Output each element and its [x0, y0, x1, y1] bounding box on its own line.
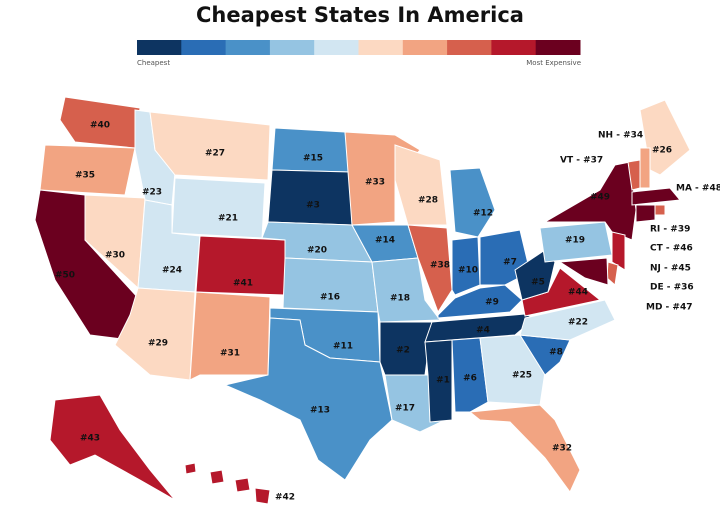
state-label: #18: [390, 294, 410, 304]
state-label: #30: [105, 251, 125, 261]
state-label: #49: [590, 193, 610, 203]
state-label: #28: [418, 196, 438, 206]
state: [451, 337, 489, 413]
state: [114, 287, 196, 381]
state-label: #33: [365, 178, 385, 188]
state-label: #44: [568, 288, 588, 298]
state-label: #9: [485, 298, 499, 308]
state-label: #43: [80, 434, 100, 444]
state-label: #15: [303, 154, 323, 164]
state-label: #6: [463, 374, 477, 384]
state-label: #26: [652, 146, 672, 156]
legend: [137, 40, 581, 55]
state-label: #41: [233, 279, 253, 289]
state: [558, 257, 609, 286]
state-label: #8: [549, 348, 563, 358]
state: [189, 291, 271, 381]
state: [654, 204, 666, 216]
legend-swatch: [181, 40, 227, 55]
state-label: #19: [565, 236, 585, 246]
state-label: #27: [205, 149, 225, 159]
state-label: #3: [306, 201, 320, 211]
state-label: CT - #46: [650, 244, 693, 254]
state-label: #7: [503, 258, 517, 268]
state-label: #1: [436, 376, 450, 386]
state-label: #42: [275, 493, 295, 503]
state-label: #4: [476, 326, 490, 336]
state: [437, 284, 523, 319]
states: [34, 96, 691, 505]
legend-swatch: [358, 40, 404, 55]
state-label: #29: [148, 339, 168, 349]
state-label: #10: [458, 266, 478, 276]
state-label: #22: [568, 318, 588, 328]
state-label: MD - #47: [646, 303, 693, 313]
legend-high-label: Most Expensive: [526, 59, 581, 67]
legend-low-label: Cheapest: [137, 59, 170, 67]
state-island: [254, 487, 271, 505]
state: [39, 144, 136, 196]
state-island: [209, 469, 225, 485]
state-island: [234, 477, 251, 493]
state: [631, 187, 681, 206]
state-label: #16: [320, 293, 340, 303]
state: [451, 236, 481, 296]
legend-swatch: [535, 40, 581, 55]
state-label: #14: [375, 236, 395, 246]
state-label: #31: [220, 349, 240, 359]
state-label: #17: [395, 404, 415, 414]
state: [635, 204, 656, 223]
state-label: RI - #39: [650, 225, 690, 235]
state-label: #40: [90, 121, 110, 131]
state-label: #24: [162, 266, 182, 276]
state: [519, 299, 616, 341]
state-label: #21: [218, 214, 238, 224]
state-label: DE - #36: [650, 283, 694, 293]
state-label: NJ - #45: [650, 264, 691, 274]
state: [282, 257, 379, 313]
state: [223, 317, 393, 481]
state-label: #12: [473, 209, 493, 219]
state-label: #38: [430, 261, 450, 271]
state-label: #35: [75, 171, 95, 181]
state-label: #2: [396, 346, 410, 356]
state: [184, 462, 197, 475]
state-label: VT - #37: [560, 156, 603, 166]
legend-swatch: [447, 40, 492, 55]
legend-swatch: [402, 40, 448, 55]
state: [171, 177, 266, 239]
state-label: #23: [142, 188, 162, 198]
legend-swatch: [491, 40, 537, 55]
state: [394, 144, 448, 226]
state-label: #20: [307, 246, 327, 256]
state-label: #50: [55, 271, 75, 281]
state: [267, 169, 353, 226]
state-label: MA - #48: [676, 184, 720, 194]
state: [424, 339, 453, 423]
state: [149, 111, 271, 181]
state: [611, 231, 626, 271]
state: [407, 224, 453, 314]
state: [449, 167, 496, 238]
state-label: #11: [333, 342, 353, 352]
state: [468, 404, 581, 493]
legend-swatch: [225, 40, 271, 55]
state-label: #32: [552, 444, 572, 454]
state: [49, 394, 176, 501]
state: [59, 96, 141, 149]
state-label: NH - #34: [598, 131, 643, 141]
state: [639, 147, 651, 189]
state-label: #25: [512, 371, 532, 381]
state: [479, 334, 546, 406]
legend-swatch: [314, 40, 359, 55]
state-label: #5: [531, 278, 545, 288]
legend-swatch: [137, 40, 182, 55]
state: [271, 127, 351, 173]
state-labels: #40 #35 #50 #30 #23 #27 #21 #24 #29 #41 #31 #15 #3 #2…: [55, 121, 720, 503]
legend-swatch: [269, 40, 315, 55]
state-label: #13: [310, 406, 330, 416]
state: [627, 159, 641, 191]
title: Cheapest States In America: [196, 3, 524, 27]
